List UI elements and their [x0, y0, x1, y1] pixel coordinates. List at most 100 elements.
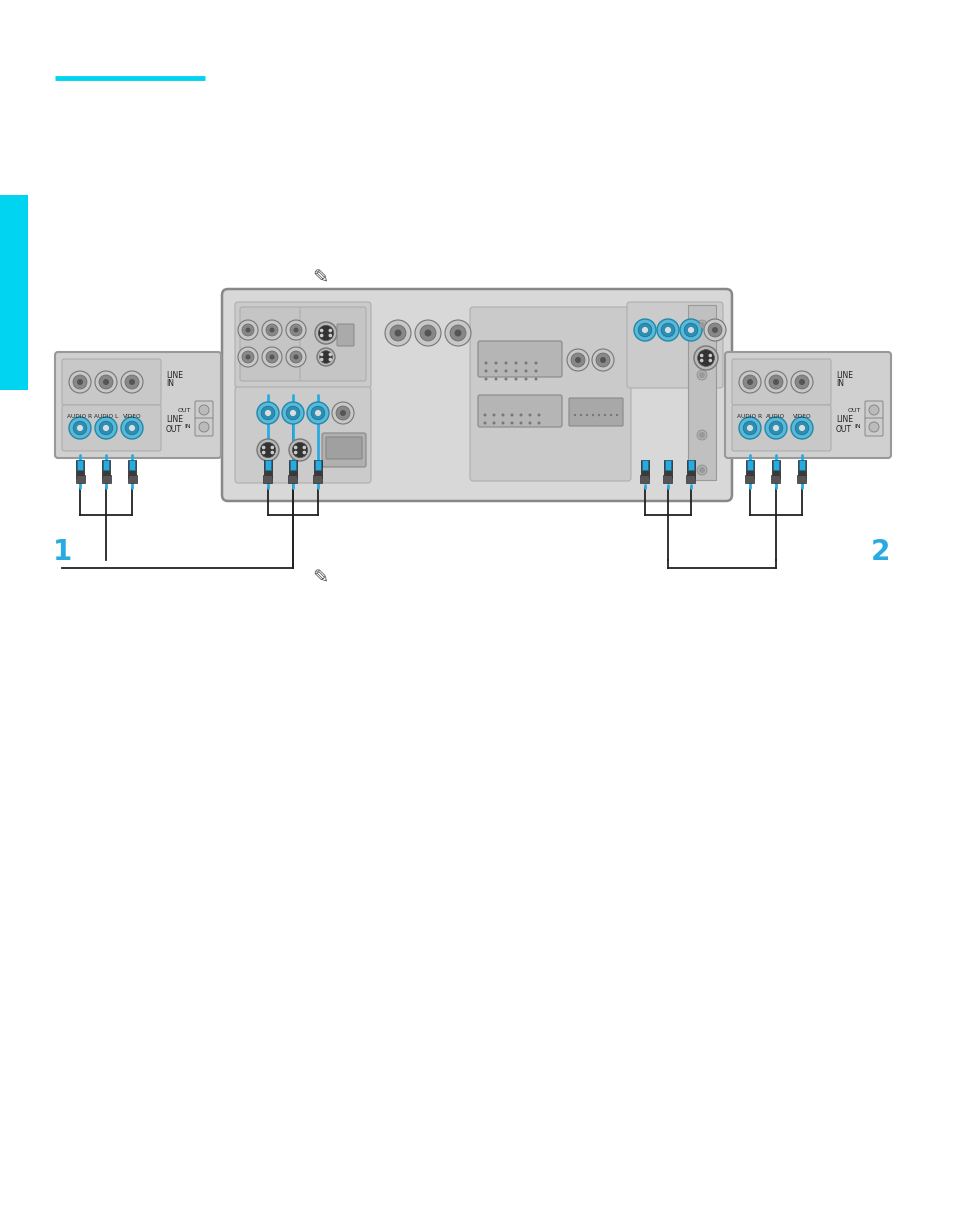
Circle shape	[286, 320, 306, 340]
Circle shape	[328, 352, 332, 356]
FancyBboxPatch shape	[322, 433, 366, 467]
Circle shape	[571, 353, 584, 367]
Bar	[289, 460, 296, 479]
Circle shape	[591, 413, 594, 416]
Circle shape	[319, 334, 323, 337]
Bar	[686, 475, 695, 483]
Circle shape	[290, 410, 295, 416]
Bar	[771, 475, 780, 483]
Text: AUDIO R: AUDIO R	[737, 413, 761, 418]
Circle shape	[385, 320, 411, 346]
Circle shape	[609, 413, 612, 416]
Circle shape	[77, 425, 83, 431]
Text: LINE: LINE	[835, 371, 852, 379]
Circle shape	[566, 348, 588, 371]
Text: AUDIO: AUDIO	[765, 413, 784, 418]
Circle shape	[294, 450, 297, 454]
Circle shape	[483, 422, 486, 425]
Circle shape	[292, 442, 308, 458]
Circle shape	[528, 422, 531, 425]
Circle shape	[519, 413, 522, 416]
Circle shape	[868, 422, 878, 432]
Bar	[0, 195, 28, 390]
Circle shape	[501, 413, 504, 416]
Circle shape	[579, 413, 581, 416]
Circle shape	[596, 353, 609, 367]
Circle shape	[768, 421, 782, 434]
Circle shape	[798, 425, 804, 431]
Circle shape	[484, 369, 487, 373]
Bar	[75, 475, 85, 483]
Bar	[128, 460, 136, 479]
FancyBboxPatch shape	[864, 418, 882, 436]
Circle shape	[524, 362, 527, 364]
Bar	[641, 460, 647, 470]
FancyBboxPatch shape	[568, 398, 622, 426]
Text: LINE: LINE	[835, 416, 852, 425]
Text: VIDEO: VIDEO	[123, 413, 141, 418]
FancyBboxPatch shape	[194, 401, 213, 418]
Circle shape	[311, 406, 324, 420]
FancyBboxPatch shape	[477, 341, 561, 377]
Text: 1: 1	[52, 537, 71, 566]
FancyBboxPatch shape	[55, 352, 221, 458]
Circle shape	[314, 410, 321, 416]
Circle shape	[664, 326, 670, 333]
Circle shape	[484, 378, 487, 380]
Circle shape	[319, 329, 323, 333]
Circle shape	[660, 323, 674, 337]
Circle shape	[245, 355, 251, 360]
Circle shape	[795, 421, 808, 434]
Circle shape	[790, 417, 812, 439]
Circle shape	[262, 347, 282, 367]
Text: IN: IN	[854, 425, 861, 429]
Circle shape	[700, 353, 702, 357]
Circle shape	[764, 371, 786, 393]
FancyBboxPatch shape	[240, 307, 302, 382]
Circle shape	[286, 406, 299, 420]
Circle shape	[302, 450, 306, 454]
Circle shape	[271, 445, 274, 449]
Circle shape	[707, 323, 721, 337]
Circle shape	[494, 362, 497, 364]
Circle shape	[69, 371, 91, 393]
Circle shape	[289, 439, 311, 461]
Circle shape	[573, 413, 576, 416]
Circle shape	[687, 326, 694, 333]
Text: IN: IN	[184, 425, 191, 429]
Circle shape	[302, 445, 306, 449]
Circle shape	[121, 371, 143, 393]
Circle shape	[603, 413, 605, 416]
Circle shape	[514, 369, 517, 373]
Bar	[77, 460, 83, 470]
Circle shape	[504, 362, 507, 364]
Bar	[686, 460, 695, 479]
Text: AUDIO R: AUDIO R	[68, 413, 92, 418]
FancyBboxPatch shape	[731, 405, 830, 452]
Circle shape	[316, 348, 335, 366]
Circle shape	[528, 413, 531, 416]
Text: OUT: OUT	[177, 407, 191, 412]
Circle shape	[494, 369, 497, 373]
Circle shape	[319, 352, 323, 356]
Circle shape	[501, 422, 504, 425]
Circle shape	[450, 325, 465, 341]
Circle shape	[534, 362, 537, 364]
Bar	[663, 460, 671, 479]
Bar	[640, 460, 648, 479]
Circle shape	[742, 421, 756, 434]
FancyBboxPatch shape	[336, 324, 354, 346]
Text: IN: IN	[835, 379, 843, 389]
Text: IN: IN	[166, 379, 173, 389]
Circle shape	[683, 323, 697, 337]
Circle shape	[641, 326, 647, 333]
Bar	[746, 460, 752, 470]
Bar	[745, 460, 753, 479]
FancyBboxPatch shape	[299, 307, 366, 382]
Circle shape	[199, 405, 209, 415]
Circle shape	[868, 405, 878, 415]
Circle shape	[537, 413, 540, 416]
FancyBboxPatch shape	[626, 302, 722, 388]
Circle shape	[510, 413, 513, 416]
Circle shape	[483, 413, 486, 416]
